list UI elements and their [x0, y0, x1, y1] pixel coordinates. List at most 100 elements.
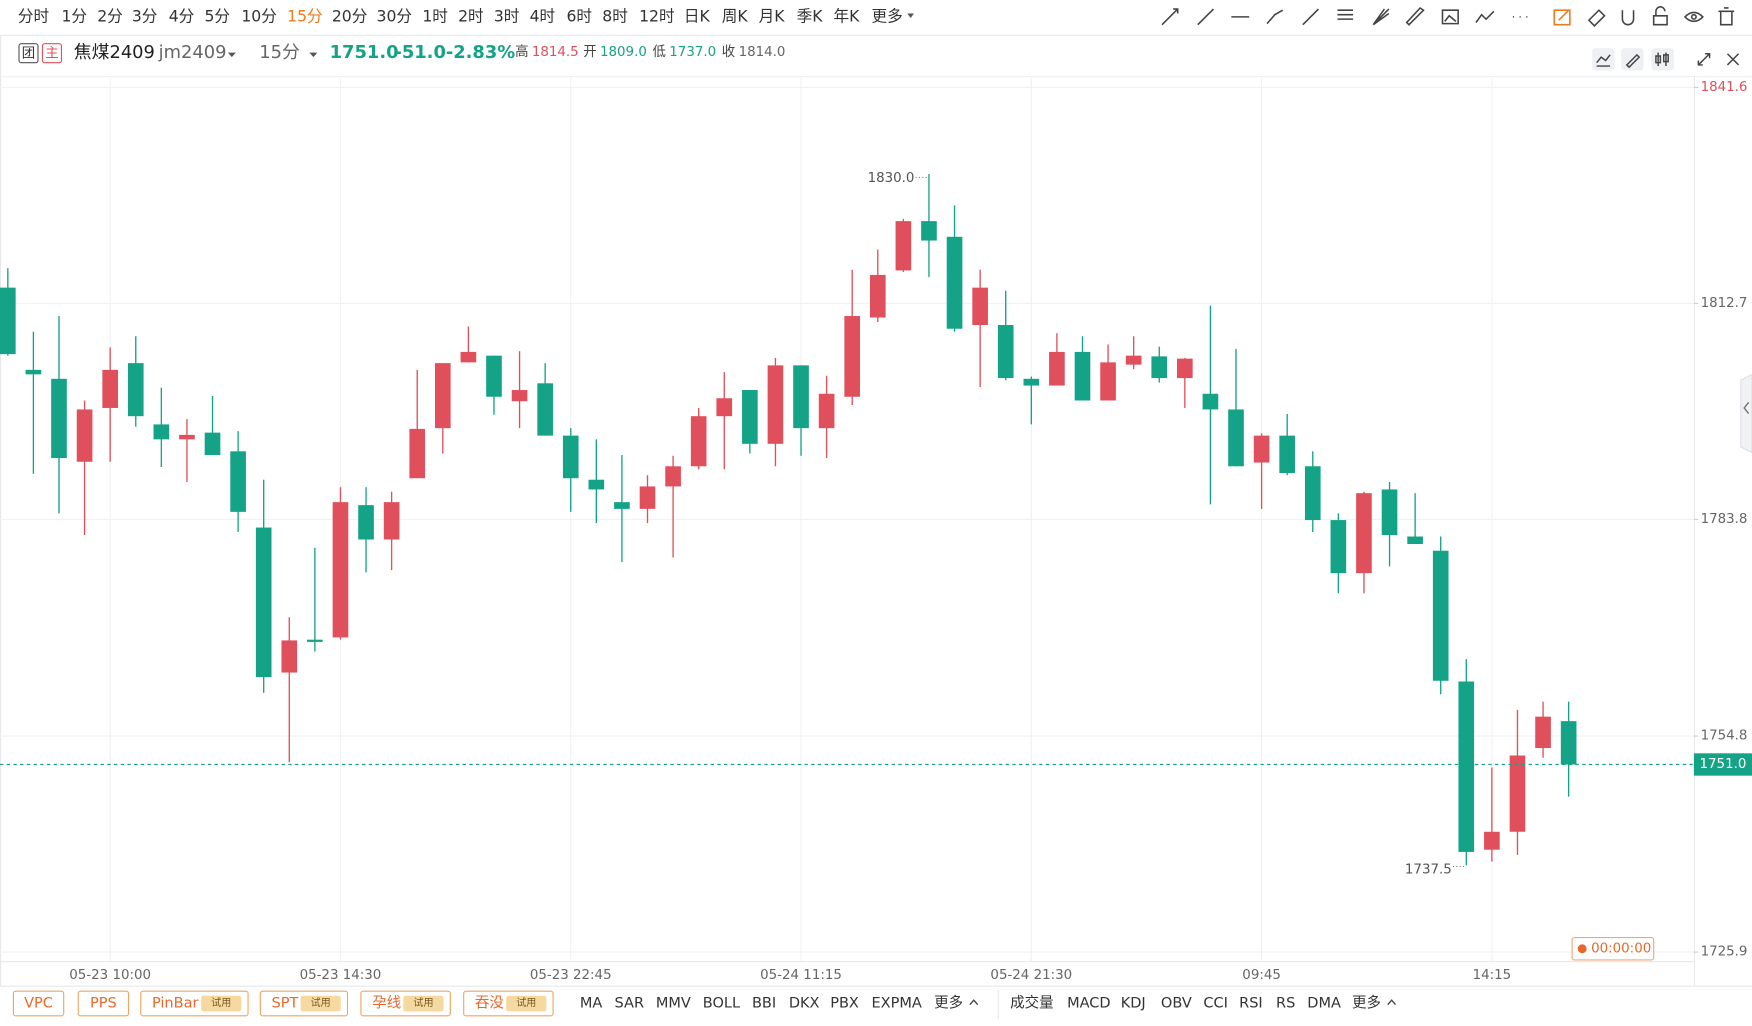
indicator[interactable]: RS — [1276, 996, 1295, 1012]
stat-value: 1737.0 — [669, 45, 716, 60]
timeframe-button[interactable]: 分时 — [18, 6, 50, 25]
timeframe-button[interactable]: 周K — [722, 6, 749, 25]
timeframe-button[interactable]: 2分 — [97, 6, 123, 25]
timeframe-button[interactable]: 日K — [684, 6, 711, 25]
x-tick-label: 05-24 11:15 — [760, 968, 842, 983]
caret — [227, 52, 236, 58]
timeframe-button[interactable]: 4时 — [530, 6, 556, 25]
indicator[interactable]: MA — [580, 996, 603, 1012]
caret-up — [969, 999, 979, 1006]
tool-icon[interactable] — [1441, 9, 1459, 25]
tool-icon[interactable] — [1337, 9, 1354, 20]
candle-body — [818, 393, 835, 429]
indicator[interactable]: MMV — [656, 996, 691, 1012]
timeframe-button[interactable]: 月K — [759, 6, 786, 25]
timeframe-button[interactable]: 2时 — [458, 6, 484, 25]
y-tick-label: 1841.6 — [1701, 80, 1748, 95]
pattern-label[interactable]: 孕线 — [372, 995, 401, 1012]
timeframe-button[interactable]: 年K — [834, 6, 861, 25]
candle-body — [921, 221, 937, 241]
tool-icon[interactable] — [1718, 7, 1735, 26]
pattern-label[interactable]: PinBar — [152, 996, 199, 1012]
timeframe-button[interactable]: 季K — [797, 6, 824, 25]
candle-body — [972, 287, 988, 326]
timeframe-button[interactable]: 4分 — [169, 6, 195, 25]
indicator[interactable]: EXPMA — [872, 996, 922, 1012]
tool-icon[interactable] — [1587, 9, 1606, 27]
tool-icon[interactable] — [1475, 10, 1495, 23]
tool-icon[interactable] — [1266, 9, 1284, 25]
candle-body — [1381, 489, 1398, 536]
pattern-label[interactable]: SPT — [272, 996, 299, 1012]
candle-body — [204, 432, 221, 456]
timeframe-button[interactable]: 6时 — [566, 6, 592, 25]
collapse-tab[interactable] — [1740, 373, 1752, 454]
indicator[interactable]: SAR — [615, 996, 645, 1012]
pattern-label[interactable]: PPS — [90, 996, 117, 1012]
indicator[interactable]: BOLL — [703, 996, 741, 1012]
indicator[interactable]: BBI — [752, 996, 776, 1012]
timeframe-button[interactable]: 12时 — [639, 6, 675, 25]
pattern-button[interactable] — [12, 990, 65, 1017]
high-annotation: 1830.0 — [868, 171, 915, 186]
timeframe-button[interactable]: 5分 — [204, 6, 230, 25]
panel-icon — [1596, 54, 1611, 67]
tool-icon[interactable] — [1553, 9, 1571, 26]
last-price-tag — [1693, 753, 1752, 776]
candle-body — [588, 479, 605, 490]
trial-tag-bg — [403, 995, 444, 1012]
candle-body — [716, 398, 733, 417]
badge[interactable]: 主 — [45, 45, 58, 61]
pattern-label[interactable]: 吞没 — [475, 995, 505, 1012]
indicator[interactable]: KDJ — [1121, 996, 1146, 1012]
tool-icon[interactable] — [1161, 8, 1179, 26]
timeframe-button[interactable]: 3时 — [494, 6, 520, 25]
period[interactable]: 15分 — [259, 42, 300, 63]
candle-body — [997, 325, 1014, 379]
timeframe-button[interactable]: 8时 — [602, 6, 628, 25]
tool-icon[interactable] — [1197, 8, 1214, 26]
timeframe-button[interactable]: 3分 — [132, 6, 158, 25]
tool-icon[interactable] — [1621, 10, 1635, 26]
tool-icon[interactable] — [1302, 8, 1320, 26]
tool-icon[interactable] — [1405, 6, 1425, 26]
indicator[interactable]: 更多 — [934, 995, 963, 1012]
pattern-label[interactable]: VPC — [24, 996, 53, 1012]
timeframe-button[interactable]: 15分 — [287, 6, 323, 25]
pattern-button[interactable] — [77, 990, 130, 1017]
indicator[interactable]: 成交量 — [1010, 994, 1054, 1012]
candle-body — [76, 409, 93, 462]
timeframe-button[interactable]: 20分 — [332, 6, 368, 25]
timeframe-button[interactable]: 1分 — [61, 6, 87, 25]
candle-body — [1509, 755, 1526, 832]
x-tick-label: 05-23 22:45 — [530, 968, 612, 983]
stat-value: 1809.0 — [600, 45, 647, 60]
tool-icon[interactable] — [1372, 8, 1390, 26]
change-pct: -2.83% — [446, 42, 515, 63]
candle-body — [639, 486, 656, 509]
candle-body — [1304, 466, 1321, 521]
indicator[interactable]: DMA — [1307, 996, 1341, 1012]
indicator[interactable]: RSI — [1239, 996, 1263, 1012]
candle-body — [1458, 681, 1475, 852]
candle-body — [614, 502, 630, 509]
candle-body — [460, 351, 477, 363]
timeframe-button[interactable]: 30分 — [377, 6, 413, 25]
tool-icon[interactable] — [1683, 11, 1704, 23]
timeframe-button[interactable]: 1时 — [422, 6, 448, 25]
panel-button[interactable] — [1651, 48, 1674, 71]
indicator[interactable]: 更多 — [1352, 995, 1381, 1012]
indicator[interactable]: PBX — [830, 996, 859, 1012]
candle-body — [255, 527, 272, 678]
symbol-code[interactable]: jm2409 — [158, 42, 227, 63]
candle-body — [434, 363, 451, 429]
indicator[interactable]: MACD — [1067, 996, 1111, 1012]
indicator[interactable]: OBV — [1161, 996, 1192, 1012]
timeframe-button[interactable]: 更多 — [872, 6, 903, 25]
indicator[interactable]: CCI — [1203, 996, 1228, 1012]
indicator[interactable]: DKX — [789, 996, 820, 1012]
tool-icon[interactable] — [1652, 6, 1668, 26]
tool-glyph — [1683, 11, 1704, 23]
timeframe-button[interactable]: 10分 — [241, 6, 277, 25]
badge[interactable]: 团 — [22, 46, 35, 61]
